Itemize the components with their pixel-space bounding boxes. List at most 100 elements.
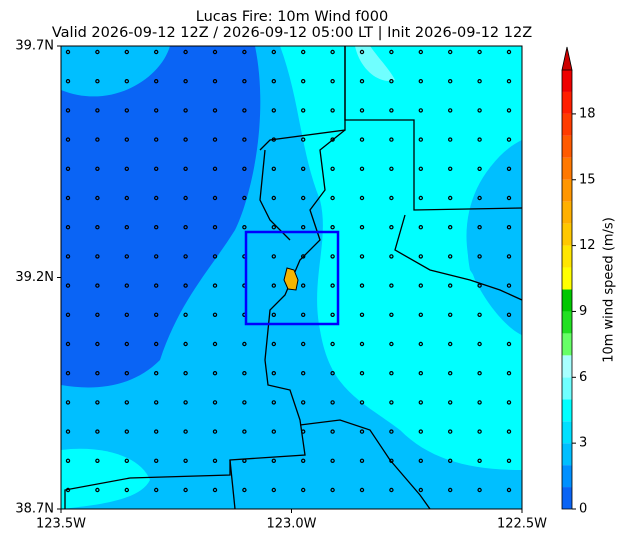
colorbar-level: [562, 201, 572, 224]
colorbar-level: [562, 465, 572, 488]
wind-barb: [506, 195, 512, 201]
wind-barb: [301, 137, 306, 142]
wind-barb: [506, 400, 512, 405]
wind-barb: [477, 312, 482, 317]
wind-barb: [95, 78, 100, 84]
wind-barb: [477, 429, 482, 434]
wind-barb: [506, 312, 512, 317]
wind-barb: [65, 371, 71, 376]
wind-barb: [301, 78, 306, 84]
wind-barb: [330, 487, 335, 493]
wind-barb: [506, 108, 512, 113]
wind-barb: [212, 400, 218, 405]
wind-barb: [477, 49, 482, 55]
wind-barb: [506, 341, 512, 347]
wind-barb: [153, 487, 159, 493]
colorbar-level: [562, 311, 572, 334]
wind-barb: [448, 400, 453, 405]
wind-barb: [212, 341, 218, 347]
chart-title: Lucas Fire: 10m Wind f000: [196, 9, 388, 25]
colorbar-level: [562, 113, 572, 136]
wind-barb: [477, 283, 482, 288]
wind-barb: [477, 341, 482, 347]
colorbar-level: [562, 377, 572, 400]
wind-barb: [153, 137, 159, 142]
colorbar-level: [562, 91, 572, 114]
wind-barb: [330, 429, 335, 434]
colorbar-tick-label: 6: [579, 370, 587, 385]
wind-barb: [95, 108, 100, 113]
wind-barb: [301, 458, 306, 463]
wind-barb: [271, 166, 276, 171]
wind-barb: [183, 429, 188, 434]
colorbar-level: [562, 157, 572, 180]
wind-barb: [271, 108, 276, 113]
wind-barb: [183, 312, 188, 317]
y-tick-label: 38.7N: [15, 502, 54, 517]
wind-barb: [359, 254, 365, 259]
wind-barb: [330, 49, 335, 55]
wind-barb: [95, 166, 100, 171]
wind-barb: [242, 49, 247, 55]
wind-barb: [448, 78, 453, 84]
wind-barb: [153, 254, 159, 259]
wind-barb: [242, 371, 247, 376]
wind-barb: [271, 341, 276, 347]
colorbar-level: [562, 289, 572, 312]
wind-barb: [448, 166, 453, 171]
wind-barb: [418, 224, 423, 230]
wind-barb: [242, 195, 247, 201]
x-tick-label: 123.5W: [36, 517, 86, 532]
colorbar-level: [562, 355, 572, 378]
fire-box: [244, 230, 340, 326]
wind-barb: [212, 49, 218, 55]
wind-barb: [153, 371, 159, 376]
wind-barb: [124, 224, 130, 230]
wind-barb: [183, 137, 188, 142]
wind-barb: [153, 429, 159, 434]
wind-barb: [212, 254, 218, 259]
wind-barb: [418, 283, 423, 288]
wind-barb: [95, 400, 100, 405]
wind-barb: [65, 224, 71, 230]
wind-barb: [389, 283, 394, 288]
wind-barb: [183, 108, 188, 113]
wind-barb: [359, 224, 365, 230]
wind-barb: [124, 429, 130, 434]
wind-barb: [330, 371, 335, 376]
wind-barb: [183, 166, 188, 171]
colorbar-level: [562, 421, 572, 444]
wind-barb: [212, 137, 218, 142]
wind-barb: [448, 108, 453, 113]
wind-barb: [212, 312, 218, 317]
wind-barb: [477, 137, 482, 142]
wind-barb: [359, 195, 365, 201]
wind-barb: [359, 341, 365, 347]
wind-barb: [448, 429, 453, 434]
wind-barb: [301, 312, 306, 317]
wind-barb: [95, 487, 100, 493]
y-tick-label: 39.2N: [15, 270, 54, 285]
wind-barb: [183, 371, 188, 376]
wind-barb: [65, 312, 71, 317]
colorbar-level: [562, 399, 572, 422]
wind-barb: [183, 283, 188, 288]
wind-barb: [389, 49, 394, 55]
wind-barb: [330, 108, 335, 113]
wind-barb: [359, 49, 365, 55]
wind-barb: [418, 371, 423, 376]
wind-barb: [95, 283, 100, 288]
wind-barb: [448, 312, 453, 317]
wind-barb: [506, 487, 512, 493]
wind-barb: [95, 312, 100, 317]
colorbar-level: [562, 333, 572, 356]
wind-barb: [506, 458, 512, 463]
wind-barb: [477, 487, 482, 493]
wind-barb: [65, 400, 71, 405]
wind-barb: [65, 429, 71, 434]
wind-barb: [271, 283, 276, 288]
wind-barb: [271, 312, 276, 317]
wind-barb: [477, 224, 482, 230]
wind-barb: [95, 254, 100, 259]
